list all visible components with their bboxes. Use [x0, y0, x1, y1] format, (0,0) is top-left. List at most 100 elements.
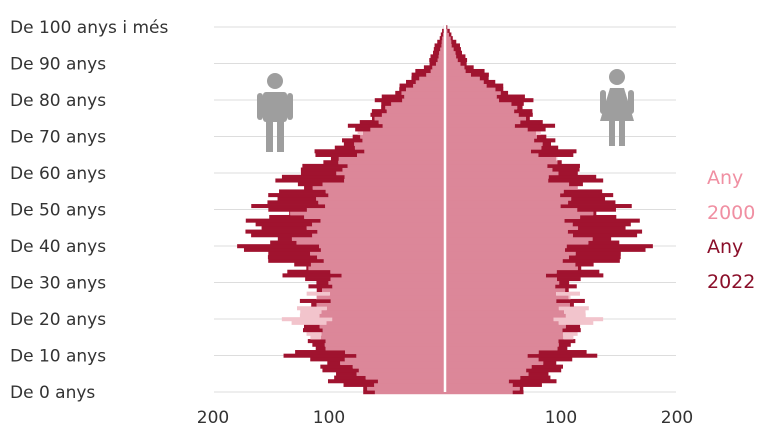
- men-bar-overlap: [385, 105, 445, 110]
- women-bar-overlap: [445, 61, 461, 66]
- men-bar-2022: [282, 273, 342, 278]
- women-bar-2022: [450, 36, 453, 41]
- women-bar-2022: [556, 269, 600, 274]
- y-axis-labels: De 0 anys De 10 anys De 20 anys De 30 anys D…: [10, 18, 168, 403]
- women-bar-2022: [465, 68, 485, 74]
- women-bar-overlap: [445, 160, 558, 165]
- men-bar-2022: [281, 174, 345, 179]
- women-bar-overlap: [445, 36, 451, 41]
- men-bar-overlap: [326, 320, 445, 325]
- women-bar-2022: [486, 83, 504, 88]
- men-bar-overlap: [320, 218, 445, 223]
- women-bar-overlap: [445, 284, 556, 289]
- women-bar-2000: [565, 313, 586, 318]
- men-bar-2022: [311, 302, 317, 307]
- women-bar-2022: [564, 218, 640, 223]
- women-bar-2022: [543, 360, 557, 366]
- women-bar-overlap: [445, 240, 589, 245]
- women-bar-overlap: [445, 218, 565, 223]
- women-bar-2022: [447, 28, 450, 33]
- women-bar-overlap: [445, 120, 521, 125]
- men-bar-overlap: [318, 200, 445, 205]
- women-bar-2022: [557, 346, 568, 351]
- women-bar-overlap: [445, 127, 528, 132]
- men-bar-overlap: [367, 386, 445, 391]
- men-bar-2022: [299, 298, 331, 303]
- women-bar-2022: [548, 178, 604, 183]
- women-bar-2022: [577, 266, 582, 271]
- men-bar-2022: [315, 346, 326, 351]
- men-bar-2022: [347, 123, 383, 128]
- women-bar-overlap: [445, 116, 527, 121]
- men-bar-2022: [295, 350, 346, 355]
- men-bar-overlap: [325, 339, 445, 344]
- men-bar-overlap: [330, 269, 445, 274]
- women-bar-2022: [527, 353, 598, 358]
- men-bar-overlap: [377, 379, 445, 384]
- women-bar-overlap: [445, 72, 471, 77]
- men-bar-2022: [261, 225, 307, 230]
- men-bar-2022: [433, 47, 441, 52]
- y-tick-label: De 50 anys: [10, 201, 106, 221]
- men-bar-overlap: [341, 273, 445, 278]
- women-bar-overlap: [445, 225, 579, 230]
- women-bar-2022: [560, 204, 632, 209]
- women-bar-overlap: [445, 258, 563, 263]
- legend-2000-label: Any 2000: [707, 167, 755, 224]
- women-bar-overlap: [445, 138, 535, 143]
- men-bar-overlap: [340, 360, 445, 366]
- men-bar-overlap: [405, 87, 445, 92]
- women-bar-overlap: [445, 58, 458, 63]
- men-bar-overlap: [328, 280, 445, 285]
- men-bar-overlap: [430, 68, 445, 74]
- men-bar-overlap: [306, 207, 445, 212]
- women-bar-2022: [565, 247, 646, 252]
- women-bar-2022: [548, 174, 597, 179]
- women-bar-overlap: [445, 196, 572, 201]
- women-bar-2022: [577, 207, 616, 212]
- men-bar-overlap: [322, 328, 445, 333]
- women-bar-2022: [538, 350, 587, 355]
- men-bar-2022: [374, 98, 403, 103]
- women-bar-overlap: [445, 204, 561, 209]
- women-bar-overlap: [445, 54, 457, 59]
- men-bar-2022: [334, 145, 355, 150]
- men-bar-overlap: [321, 309, 445, 314]
- men-bar-2022: [352, 134, 361, 139]
- men-bar-2022: [320, 364, 353, 369]
- women-bar-2022: [534, 138, 556, 143]
- men-bar-2022: [343, 382, 375, 387]
- women-bar-overlap: [445, 76, 480, 81]
- y-tick-label: De 90 anys: [10, 55, 106, 75]
- women-bar-overlap: [445, 364, 532, 369]
- women-bar-2022: [526, 368, 562, 373]
- women-bar-2022: [528, 371, 549, 376]
- men-bar-overlap: [330, 277, 445, 282]
- men-bar-2000: [300, 309, 322, 314]
- women-bar-2022: [571, 196, 606, 201]
- men-bar-2022: [336, 371, 357, 376]
- men-bar-2000: [316, 295, 317, 300]
- men-bar-2022: [316, 287, 323, 293]
- women-bar-2022: [563, 189, 603, 194]
- women-bar-2000: [556, 291, 580, 296]
- women-bar-2022: [572, 233, 638, 238]
- y-tick-label: De 100 anys i més: [10, 18, 168, 38]
- women-bar-overlap: [445, 214, 581, 220]
- women-bar-overlap: [445, 68, 466, 74]
- men-bar-overlap: [374, 382, 445, 387]
- women-bar-overlap: [445, 339, 559, 344]
- men-bar-overlap: [330, 298, 445, 303]
- women-bar-2022: [448, 32, 452, 37]
- men-bar-2022: [327, 360, 341, 366]
- women-bar-overlap: [445, 295, 569, 300]
- men-bar-overlap: [332, 317, 445, 322]
- men-bar-overlap: [319, 313, 445, 318]
- men-bar-overlap: [320, 335, 445, 340]
- women-bar-2022: [520, 375, 551, 380]
- y-tick-label: De 0 anys: [10, 383, 95, 403]
- women-bar-2022: [562, 258, 620, 263]
- men-bar-2022: [237, 244, 320, 249]
- men-bar-overlap: [356, 353, 445, 358]
- men-bar-overlap: [316, 302, 445, 307]
